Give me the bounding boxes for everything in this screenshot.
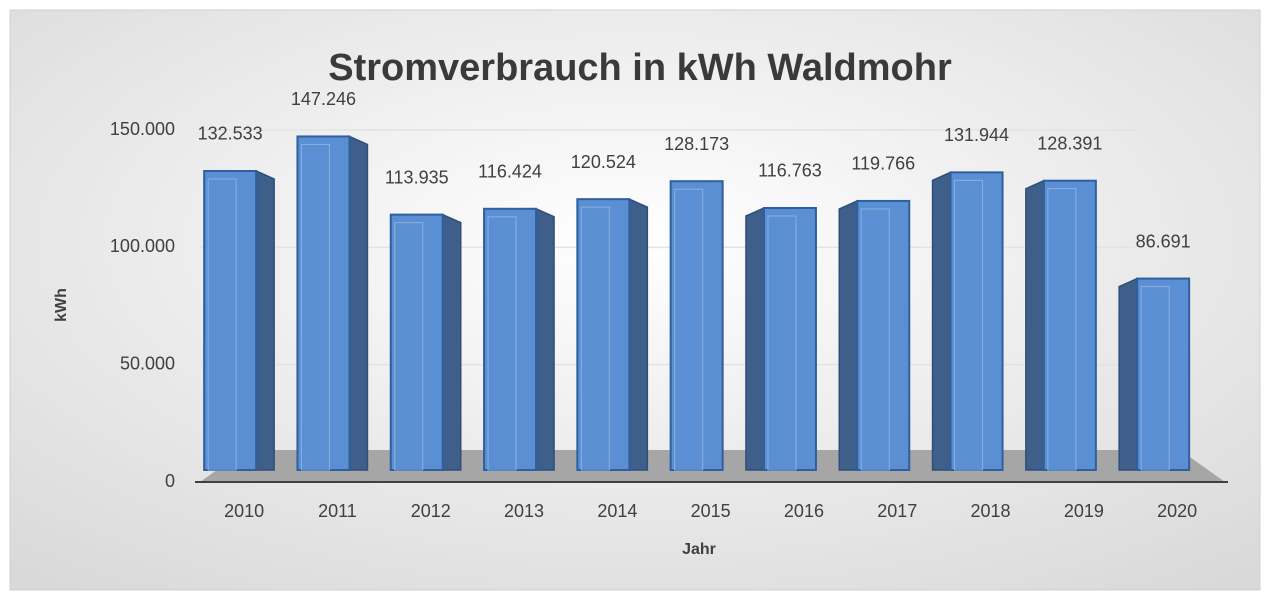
value-label: 120.524 [571, 152, 636, 172]
y-tick-label: 150.000 [110, 119, 175, 139]
bar-side [745, 206, 765, 471]
y-tick-label: 50.000 [120, 353, 175, 373]
x-tick-label: 2020 [1157, 501, 1197, 521]
bar-side [838, 199, 858, 471]
x-tick-label: 2014 [597, 501, 637, 521]
bar-highlight [487, 216, 517, 471]
x-tick-label: 2019 [1064, 501, 1104, 521]
bar-highlight [767, 215, 797, 471]
bar [203, 169, 258, 471]
bar-side [255, 169, 275, 471]
bar [483, 207, 538, 471]
y-tick-label: 100.000 [110, 236, 175, 256]
value-label: 86.691 [1136, 231, 1191, 251]
bar [296, 135, 351, 472]
x-tick-label: 2010 [224, 501, 264, 521]
x-tick-label: 2017 [877, 501, 917, 521]
bar-highlight [300, 143, 330, 471]
bar-side [535, 207, 555, 471]
value-label: 113.935 [385, 167, 449, 187]
bar-side [348, 135, 369, 471]
value-label: 116.763 [758, 161, 822, 181]
y-tick-label: 0 [165, 471, 175, 491]
value-label: 119.766 [851, 154, 915, 174]
x-tick-label: 2018 [971, 501, 1011, 521]
x-tick-label: 2011 [318, 501, 357, 521]
bar-highlight [394, 222, 424, 471]
bar [1136, 277, 1191, 471]
bar [576, 198, 631, 471]
bar-highlight [580, 206, 610, 471]
value-label: 128.173 [664, 134, 729, 154]
value-label: 132.533 [198, 124, 263, 144]
bar-highlight [207, 178, 237, 471]
x-tick-label: 2012 [411, 501, 451, 521]
bar [856, 199, 911, 471]
bar [762, 206, 817, 471]
bar-highlight [674, 188, 704, 471]
value-label: 147.246 [291, 89, 356, 109]
value-label: 131.944 [944, 125, 1009, 145]
bar [949, 171, 1004, 472]
bar-highlight [954, 179, 984, 471]
y-axis-title: kWh [53, 288, 70, 322]
x-tick-label: 2015 [691, 501, 731, 521]
bar-side [931, 171, 952, 471]
bar [1042, 179, 1097, 472]
bar-side [1118, 277, 1138, 471]
value-label: 128.391 [1037, 133, 1102, 153]
bar-side [628, 198, 649, 471]
x-axis-title: Jahr [682, 541, 716, 558]
bar [669, 180, 724, 471]
bar-side [1025, 179, 1045, 471]
bar-highlight [1047, 188, 1077, 471]
bar-highlight [860, 208, 890, 471]
bar-highlight [1140, 286, 1170, 471]
x-tick-label: 2016 [784, 501, 824, 521]
chart-title: Stromverbrauch in kWh Waldmohr [328, 47, 952, 89]
x-tick-label: 2013 [504, 501, 544, 521]
value-label: 116.424 [478, 162, 542, 182]
bar-side [442, 213, 462, 471]
bar [389, 213, 444, 471]
